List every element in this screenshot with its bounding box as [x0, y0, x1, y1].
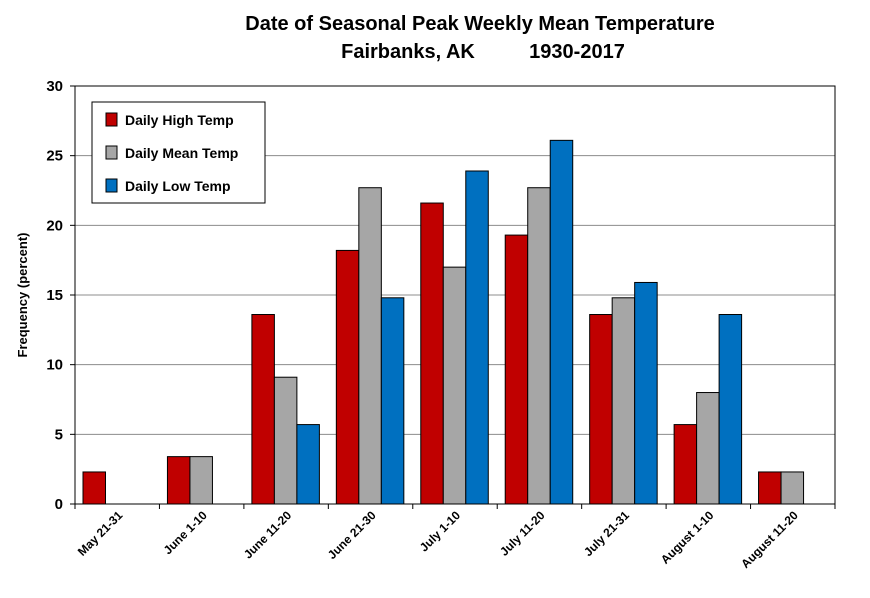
chart-title: Date of Seasonal Peak Weekly Mean Temper…: [245, 13, 714, 35]
bar-daily-low-temp-2: [296, 424, 320, 505]
bar-daily-low-temp-6: [634, 281, 658, 505]
bar-daily-mean-temp-6: [611, 297, 636, 505]
y-axis-label: Frequency (percent): [15, 233, 30, 358]
y-tick-label: 30: [46, 78, 63, 95]
x-tick-label: July 21-31: [581, 508, 632, 559]
bar-daily-low-temp-4: [465, 170, 489, 505]
y-tick-label: 5: [55, 426, 63, 443]
x-axis-ticks: May 21-31 June 1-10 June 11-20 June 21-30 Ju…: [74, 504, 836, 571]
bar-daily-high-temp-3: [335, 249, 360, 505]
bar-daily-low-temp-7: [718, 314, 743, 505]
bar-daily-mean-temp-7: [696, 392, 720, 505]
bar-daily-high-temp-5: [504, 234, 529, 505]
bar-daily-high-temp-4: [420, 202, 444, 505]
x-tick-label: July 1-10: [417, 508, 463, 554]
bar-daily-low-temp-3: [380, 297, 405, 505]
bar-daily-mean-temp-8: [780, 471, 805, 505]
legend-swatch: [105, 112, 118, 127]
x-tick-label: July 11-20: [497, 508, 548, 559]
legend-label: Daily Mean Temp: [125, 145, 238, 161]
bar-daily-high-temp-2: [251, 314, 275, 505]
y-tick-label: 10: [46, 357, 63, 374]
bar-daily-low-temp-5: [549, 139, 574, 505]
x-tick-label: May 21-31: [75, 508, 126, 559]
bar-daily-mean-temp-4: [442, 266, 467, 505]
legend-box: [91, 101, 266, 204]
legend-swatch: [105, 178, 118, 193]
x-tick-label: June 1-10: [161, 508, 210, 557]
y-tick-label: 25: [46, 148, 63, 165]
chart-subtitle-years: 1930-2017: [529, 41, 625, 63]
bar-daily-mean-temp-1: [189, 456, 213, 505]
y-axis-ticks: 0 5 10 15 20 25 30: [46, 78, 75, 513]
bar-daily-high-temp-8: [758, 471, 782, 505]
bar-daily-high-temp-1: [166, 456, 191, 505]
bar-daily-high-temp-7: [673, 424, 698, 505]
x-tick-label: August 1-10: [658, 508, 717, 567]
bar-daily-high-temp-0: [82, 471, 106, 505]
legend-swatch: [105, 145, 118, 160]
bar-daily-mean-temp-5: [527, 187, 551, 505]
y-tick-label: 15: [46, 287, 63, 304]
x-tick-label: August 11-20: [738, 508, 801, 571]
legend-label: Daily Low Temp: [125, 178, 231, 194]
x-tick-label: June 21-30: [325, 508, 379, 562]
legend-label: Daily High Temp: [125, 112, 234, 128]
bar-daily-mean-temp-2: [273, 376, 298, 505]
y-tick-label: 20: [46, 217, 63, 234]
y-tick-label: 0: [55, 496, 63, 513]
legend: Daily High Temp Daily Mean Temp Daily Low …: [91, 101, 266, 204]
bar-daily-mean-temp-3: [358, 187, 382, 505]
bar-daily-high-temp-6: [589, 314, 613, 505]
x-tick-label: June 11-20: [241, 508, 295, 562]
chart-subtitle-location: Fairbanks, AK: [341, 41, 475, 63]
